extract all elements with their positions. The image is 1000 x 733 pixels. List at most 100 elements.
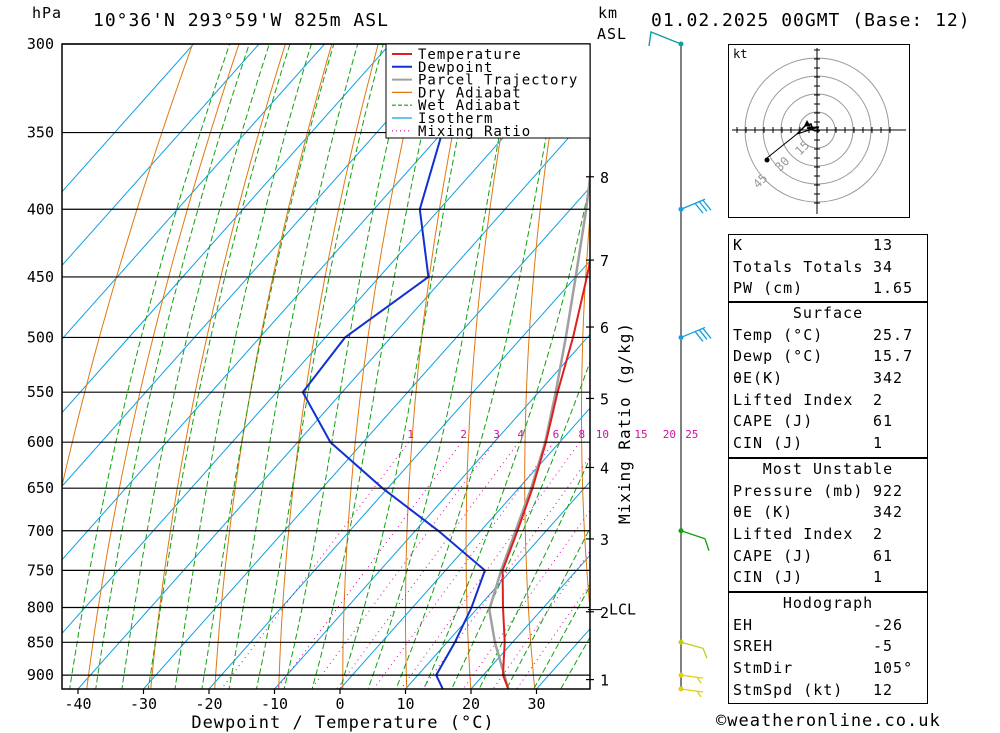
temperature-tick-label: 30 (527, 695, 545, 713)
mixing-ratio-line (336, 441, 520, 689)
hodograph-unit-label: kt (733, 47, 747, 61)
surface-key: Dewp (°C) (733, 347, 824, 366)
surface-key: Temp (°C) (733, 325, 824, 344)
isotherm-line (668, 44, 726, 689)
hpa-label: hPa (32, 4, 63, 22)
most-unstable-value: 922 (873, 481, 904, 500)
wind-barb (678, 686, 704, 698)
hodograph-trace (796, 123, 820, 135)
temperature-tick-label: 10 (396, 695, 414, 713)
mixing-ratio-axis-label: Mixing Ratio (g/kg) (615, 322, 634, 524)
legend-label: Dewpoint (418, 60, 493, 76)
surface-row: CIN (J) 1 (729, 433, 927, 455)
pressure-tick-label: 350 (27, 124, 54, 142)
most-unstable-table: Most Unstable Pressure (mb) 922 θE (K) 342 L… (728, 458, 928, 592)
datetime-title: 01.02.2025 00GMT (Base: 12) (651, 10, 971, 31)
isotherm-line (62, 44, 522, 561)
isotherm-line (143, 186, 590, 689)
index-key: PW (cm) (733, 279, 804, 298)
km-tick-label: 1 (600, 672, 609, 690)
hodograph-row: SREH -5 (729, 636, 927, 658)
isotherm-line (62, 44, 456, 487)
wind-barb (678, 639, 708, 659)
lcl-label: LCL (609, 601, 636, 619)
surface-table: Surface Temp (°C) 25.7 Dewp (°C) 15.7 θE(K) 3… (728, 302, 928, 458)
hodograph-key: SREH (733, 637, 774, 656)
surface-value: 25.7 (873, 325, 914, 344)
most-unstable-key: θE (K) (733, 503, 794, 522)
legend-label: Parcel Trajectory (418, 73, 578, 89)
skewt-chart: 1 2 3 4 6 8 10 15 20 2530035040045050055060065070… (27, 31, 726, 733)
km-tick-label: 7 (600, 252, 609, 270)
surface-row: θE(K) 342 (729, 368, 927, 390)
index-value: 34 (873, 257, 894, 276)
surface-row: Dewp (°C) 15.7 (729, 346, 927, 368)
wet-adiabat-line (147, 44, 291, 689)
wind-barb (678, 528, 710, 551)
hodograph-key: EH (733, 615, 754, 634)
surface-value: 15.7 (873, 347, 914, 366)
surface-row: Lifted Index 2 (729, 390, 927, 412)
hodograph-value: -5 (873, 637, 894, 656)
dry-adiabat-line (581, 210, 590, 615)
wet-adiabat-line (451, 360, 590, 689)
hodograph-key: StmSpd (kt) (733, 680, 844, 699)
wet-adiabat-line (228, 44, 359, 689)
mixing-ratio-label: 8 (578, 428, 585, 441)
isotherm-line (405, 480, 590, 689)
km-tick-label: 5 (600, 390, 609, 408)
most-unstable-key: CAPE (J) (733, 546, 814, 565)
pressure-tick-label: 300 (27, 35, 54, 53)
mixing-ratio-label: 3 (493, 428, 500, 441)
hodograph-title: Hodograph (782, 594, 874, 612)
dry-adiabat-line (342, 44, 426, 689)
temperature-tick-label: 0 (335, 695, 344, 713)
surface-row: Temp (°C) 25.7 (729, 325, 927, 347)
hodograph-value: 12 (873, 680, 894, 699)
isotherm-line (62, 44, 391, 414)
mixing-ratio-label: 4 (517, 428, 524, 441)
wind-barb (648, 31, 684, 47)
mixing-ratio-label: 6 (553, 428, 560, 441)
index-row: PW (cm) 1.65 (729, 278, 927, 300)
hodograph-point (764, 157, 770, 163)
legend-label: Mixing Ratio (418, 124, 531, 140)
temperature-tick-label: -20 (195, 695, 222, 713)
isotherm-line (62, 44, 260, 267)
pressure-tick-label: 750 (27, 561, 54, 579)
surface-value: 61 (873, 412, 894, 431)
wet-adiabat-line (95, 44, 250, 689)
indices-table: K 13 Totals Totals 34 PW (cm) 1.65 (728, 234, 928, 302)
surface-title: Surface (792, 304, 864, 322)
surface-key: CAPE (J) (733, 412, 814, 431)
pressure-tick-label: 600 (27, 433, 54, 451)
most-unstable-row: Pressure (mb) 922 (729, 481, 927, 503)
wet-adiabat-line (339, 44, 478, 689)
isotherm-line (470, 554, 590, 689)
copyright-text: ©weatheronline.co.uk (716, 711, 941, 731)
mixing-ratio-label: 20 (663, 428, 676, 441)
index-row: K 13 (729, 235, 927, 257)
isotherm-line (62, 44, 194, 193)
temperature-line (501, 256, 590, 689)
wind-barb (678, 672, 704, 684)
hodograph-table: Hodograph EH -26 SREH -5 StmDir 105° StmSpd (k… (728, 592, 928, 704)
index-value: 13 (873, 236, 894, 254)
pressure-tick-label: 500 (27, 328, 54, 346)
parcel-trajectory-line (488, 167, 590, 689)
hodograph-value: -26 (873, 615, 904, 634)
isotherm-line (62, 44, 325, 340)
most-unstable-value: 1 (873, 568, 884, 587)
dewpoint-line (301, 44, 548, 689)
isotherm-line (77, 112, 590, 689)
km-tick-label: 2 (600, 604, 609, 622)
wet-adiabat-line (201, 44, 335, 689)
pressure-tick-label: 850 (27, 633, 54, 651)
most-unstable-value: 2 (873, 525, 884, 544)
surface-key: CIN (J) (733, 434, 804, 453)
index-row: Totals Totals 34 (729, 257, 927, 279)
mixing-ratio-label: 2 (460, 428, 467, 441)
mixing-ratio-line (462, 509, 590, 689)
wet-adiabat-line (69, 44, 231, 689)
